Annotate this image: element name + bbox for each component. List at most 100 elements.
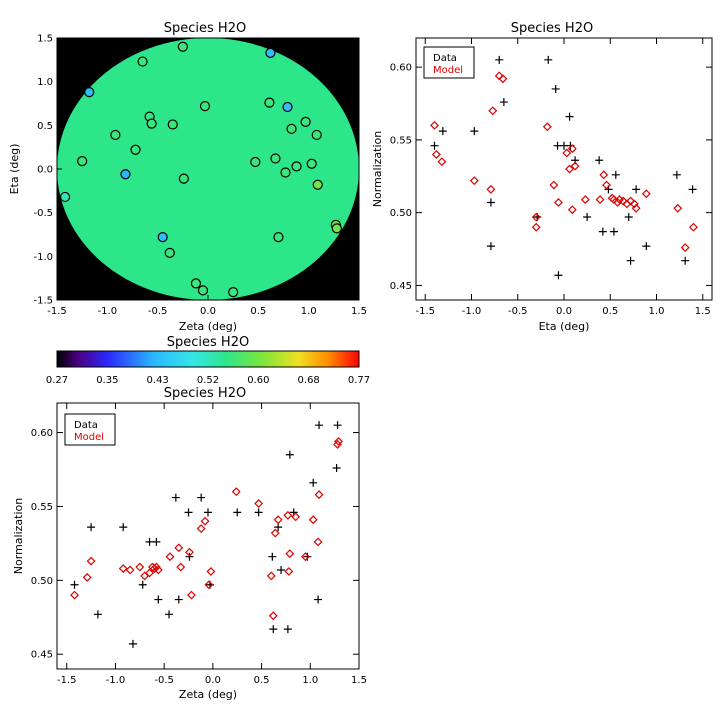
map-y-tick-label: -1.0 — [33, 252, 53, 263]
map-point — [84, 87, 95, 98]
eta-data-point — [470, 127, 479, 136]
map-point — [130, 144, 141, 155]
map-y-tick-label: -1.5 — [33, 296, 53, 307]
map-point — [264, 97, 275, 108]
map-x-label: Zeta (deg) — [179, 320, 237, 333]
zeta-model-point — [196, 524, 206, 534]
zeta-y-tick-label: 0.55 — [31, 502, 53, 513]
zeta-x-tick-label: 1.0 — [302, 675, 318, 686]
zeta-data-point — [171, 493, 180, 502]
zeta-model-point — [82, 572, 92, 582]
eta-model-point — [430, 120, 439, 130]
eta-model-point — [531, 212, 541, 222]
eta-y-label: Normalization — [371, 131, 384, 207]
zeta-data-point — [197, 493, 206, 502]
zeta-model-point — [174, 543, 184, 553]
map-x-tick-label: 1.5 — [351, 306, 367, 317]
eta-data-point — [486, 198, 495, 207]
eta-model-point — [469, 176, 479, 186]
colorbar-tick-label: 0.27 — [46, 375, 68, 386]
eta-x-tick-label: 1.5 — [695, 306, 711, 317]
zeta-data-point — [309, 478, 318, 487]
zeta-data-point — [204, 508, 212, 517]
zeta-data-point — [315, 421, 324, 430]
zeta-frame — [56, 402, 360, 670]
map-panel: Species H2O -1.5 -1.0 -0.5 0.0 0.5 1.0 1.5 -1.… — [8, 21, 367, 333]
zeta-model-point — [231, 487, 241, 497]
map-field-disk — [57, 38, 359, 300]
map-y-tick-label: 1.5 — [37, 34, 53, 45]
eta-y-tick-label: 0.60 — [390, 63, 412, 74]
zeta-model-point — [135, 562, 145, 572]
zeta-y-tick-label: 0.45 — [31, 650, 53, 661]
eta-x-tick-label: -1.0 — [462, 306, 482, 317]
zeta-data-point — [333, 421, 342, 430]
eta-data-point — [611, 170, 620, 179]
zeta-data-point — [285, 450, 294, 459]
colorbar-title: Species H2O — [167, 335, 249, 350]
eta-x-tick-label: -0.5 — [508, 306, 528, 317]
eta-data-point — [688, 185, 697, 194]
eta-model-point — [554, 198, 563, 207]
zeta-model-point — [86, 556, 96, 566]
eta-data-point — [595, 156, 604, 165]
zeta-x-tick-label: -1.5 — [57, 675, 77, 686]
zeta-data-point — [274, 523, 283, 532]
map-y-tick-label: 0.0 — [37, 165, 53, 176]
eta-model-point — [567, 144, 577, 154]
zeta-model-point — [165, 552, 175, 562]
zeta-x-tick-label: 0.0 — [205, 675, 221, 686]
eta-legend-data: Data — [433, 53, 457, 64]
zeta-data-point — [277, 565, 286, 574]
map-x-tick-label: -1.0 — [98, 306, 118, 317]
eta-model-point — [498, 74, 508, 84]
map-y-ticks: -1.5 -1.0 -0.5 0.0 0.5 1.0 1.5 — [33, 34, 62, 307]
zeta-x-tick-label: -0.5 — [154, 675, 174, 686]
eta-points — [430, 55, 698, 280]
zeta-model-point — [314, 490, 324, 500]
map-point — [197, 285, 209, 296]
eta-y-tick-label: 0.50 — [390, 208, 412, 219]
zeta-title: Species H2O — [164, 386, 246, 401]
eta-data-point — [565, 112, 574, 121]
zeta-model-point — [291, 512, 301, 522]
eta-legend-box — [423, 46, 475, 79]
eta-data-point — [486, 242, 495, 251]
zeta-data-point — [87, 523, 96, 532]
zeta-y-tick-label: 0.60 — [31, 428, 53, 439]
colorbar-ticks: 0.27 0.35 0.43 0.52 0.60 0.68 0.77 — [46, 375, 370, 386]
map-y-label: Eta (deg) — [8, 144, 21, 195]
colorbar-gradient — [56, 350, 360, 368]
colorbar-tick-label: 0.43 — [147, 375, 169, 386]
zeta-y-label: Normalization — [12, 498, 25, 574]
zeta-model-point — [151, 562, 161, 572]
eta-y-tick-label: 0.45 — [390, 281, 412, 292]
eta-data-point — [551, 84, 560, 93]
zeta-data-point — [174, 595, 183, 604]
map-point — [177, 41, 188, 52]
eta-model-point — [580, 195, 590, 205]
map-point — [311, 129, 322, 141]
map-points — [59, 41, 342, 298]
map-point — [77, 156, 88, 167]
eta-data-point — [583, 213, 592, 222]
map-x-tick-label: -0.5 — [148, 306, 168, 317]
zeta-x-tick-label: 1.5 — [351, 675, 367, 686]
eta-data-point — [624, 213, 633, 222]
eta-data-point — [438, 127, 447, 136]
zeta-model-point — [300, 552, 310, 562]
map-point — [250, 156, 261, 168]
map-point — [270, 153, 281, 164]
map-point — [331, 223, 342, 234]
eta-model-point — [680, 243, 690, 253]
map-x-tick-label: -1.5 — [47, 306, 67, 317]
eta-ticks: -1.5 -1.0 -0.5 0.0 0.5 1.0 1.5 0.45 0.50 0.55 0.60 — [390, 38, 712, 317]
colorbar-panel: Species H2O 0.27 0.35 0.43 0.52 0.60 0.68 0.77 — [46, 335, 370, 386]
eta-x-tick-label: 1.0 — [649, 306, 665, 317]
zeta-data-point — [314, 595, 323, 604]
colorbar-tick-label: 0.68 — [298, 375, 320, 386]
colorbar-tick-label: 0.60 — [247, 375, 269, 386]
zeta-data-point — [70, 580, 79, 589]
map-y-tick-label: 1.0 — [37, 77, 53, 88]
zeta-data-point — [184, 508, 193, 517]
